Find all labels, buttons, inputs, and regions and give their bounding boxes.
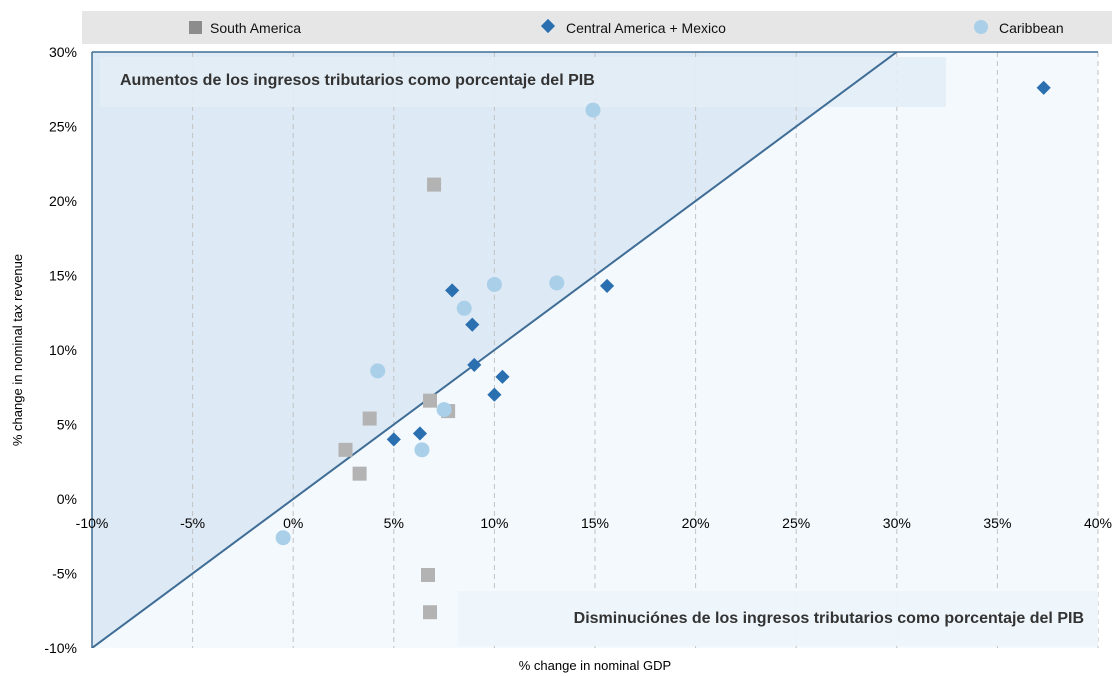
upper-region-label-box: Aumentos de los ingresos tributarios com… <box>100 57 946 107</box>
point-south-america <box>427 177 442 192</box>
point-caribbean <box>456 300 472 316</box>
point-central-america-mexico <box>495 369 510 384</box>
legend-label-caribbean: Caribbean <box>999 20 1064 36</box>
y-tick-label: -5% <box>52 566 77 582</box>
point-central-america-mexico <box>445 283 460 298</box>
point-south-america <box>423 393 438 408</box>
reference-line-y-equals-x <box>92 52 898 648</box>
point-caribbean <box>414 442 430 458</box>
y-tick-label: 20% <box>49 193 77 209</box>
y-tick-label: 25% <box>49 119 77 135</box>
point-south-america <box>352 466 367 481</box>
point-south-america <box>338 442 353 457</box>
point-caribbean <box>486 276 502 292</box>
x-tick-label: 0% <box>283 515 303 531</box>
y-axis-ticks: -10% -5% 0% 5% 10% 15% 20% 25% 30% <box>44 44 77 656</box>
x-tick-label: 5% <box>384 515 404 531</box>
legend-marker-central-america <box>540 18 556 34</box>
x-tick-label: -5% <box>180 515 205 531</box>
y-tick-label: 0% <box>57 491 77 507</box>
legend-background <box>82 11 1112 44</box>
legend-marker-south-america <box>189 21 202 34</box>
point-south-america <box>421 567 436 582</box>
legend: South America Central America + Mexico C… <box>82 11 1112 44</box>
point-central-america-mexico <box>600 278 615 294</box>
x-tick-label: -10% <box>76 515 109 531</box>
point-central-america-mexico <box>1036 80 1051 95</box>
point-central-america-mexico <box>412 426 428 441</box>
point-south-america <box>423 605 438 620</box>
lower-label-background <box>458 591 1098 646</box>
point-central-america-mexico <box>386 432 401 447</box>
x-tick-label: 10% <box>480 515 508 531</box>
x-tick-label: 40% <box>1084 515 1112 531</box>
upper-label-background <box>100 57 946 107</box>
x-tick-label: 25% <box>782 515 810 531</box>
y-tick-label: -10% <box>44 640 77 656</box>
point-central-america-mexico <box>465 317 480 332</box>
data-points <box>275 80 1051 620</box>
y-tick-label: 30% <box>49 44 77 60</box>
point-central-america-mexico <box>487 387 502 402</box>
legend-marker-caribbean <box>974 20 988 34</box>
legend-label-south-america: South America <box>210 20 301 36</box>
x-tick-label: 20% <box>682 515 710 531</box>
x-tick-label: 35% <box>983 515 1011 531</box>
y-tick-label: 10% <box>49 342 77 358</box>
point-central-america-mexico <box>467 357 482 372</box>
upper-region-label: Aumentos de los ingresos tributarios com… <box>120 72 595 89</box>
point-caribbean <box>370 363 386 379</box>
x-tick-label: 15% <box>581 515 609 531</box>
x-axis-title: % change in nominal GDP <box>519 658 671 673</box>
y-tick-label: 5% <box>57 417 77 433</box>
x-tick-label: 30% <box>883 515 911 531</box>
point-caribbean <box>275 530 291 546</box>
legend-label-central-america: Central America + Mexico <box>566 20 726 36</box>
point-caribbean <box>436 402 452 418</box>
y-tick-label: 15% <box>49 268 77 284</box>
point-south-america <box>362 411 377 426</box>
lower-region-label: Disminuciónes de los ingresos tributario… <box>574 610 1084 627</box>
x-axis-ticks: -10% -5% 0% 5% 10% 15% 20% 25% 30% 35% 40% <box>76 515 1112 531</box>
point-caribbean <box>549 275 565 291</box>
lower-region-label-box: Disminuciónes de los ingresos tributario… <box>458 591 1098 646</box>
y-axis-title: % change in nominal tax revenue <box>10 254 25 446</box>
point-caribbean <box>585 102 601 118</box>
